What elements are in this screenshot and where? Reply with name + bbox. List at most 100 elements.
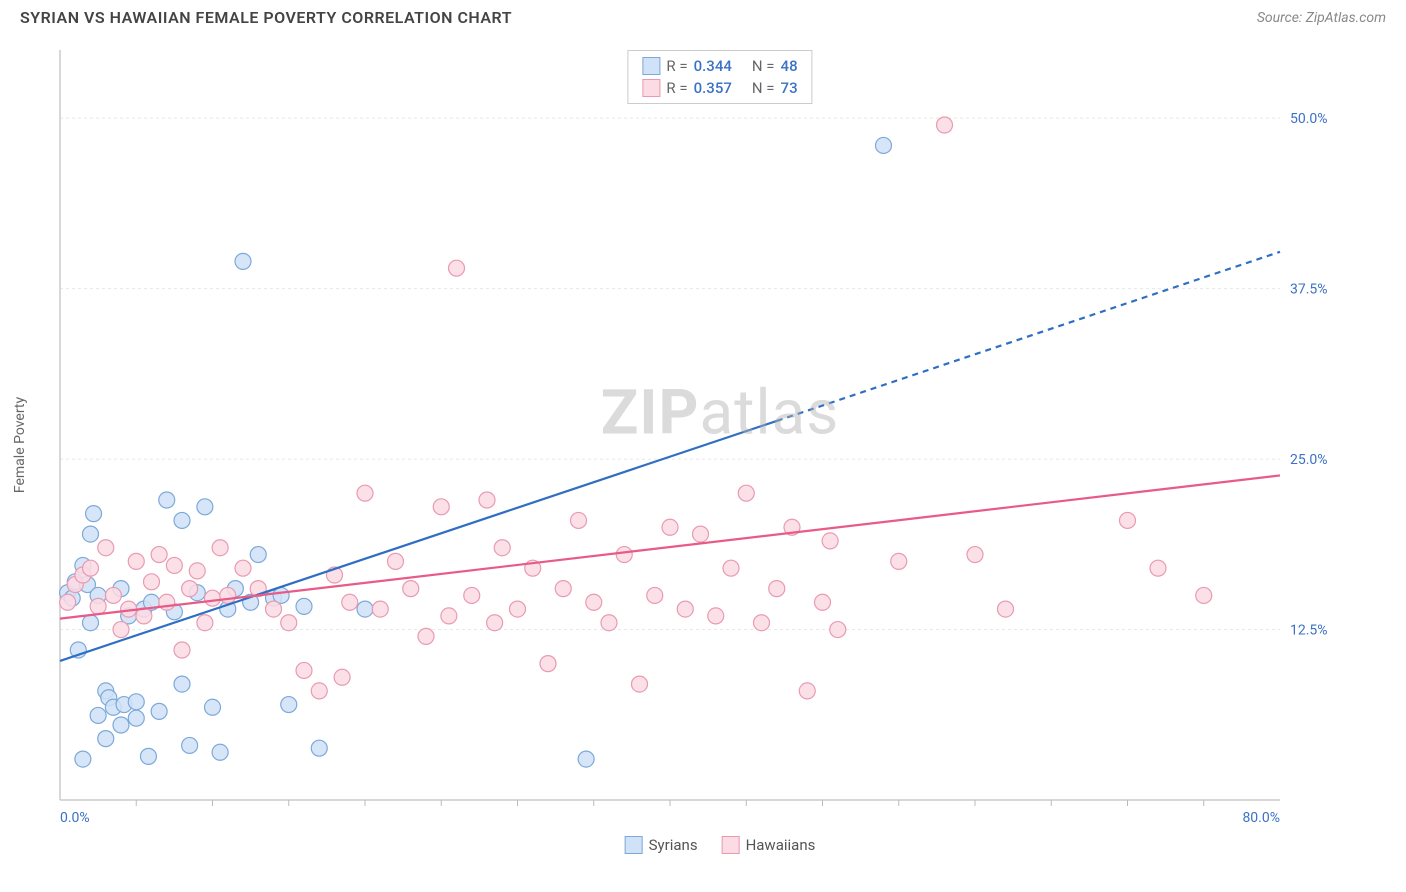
data-point [220, 587, 236, 603]
data-point [937, 117, 953, 133]
data-point [586, 594, 602, 610]
legend-r-label: R = [666, 57, 687, 75]
y-axis-label: Female Poverty [12, 397, 28, 493]
data-point [128, 553, 144, 569]
data-point [372, 601, 388, 617]
data-point [388, 553, 404, 569]
data-point [140, 748, 156, 764]
data-point [205, 590, 221, 606]
data-point [311, 683, 327, 699]
data-point [830, 622, 846, 638]
data-point [815, 594, 831, 610]
legend-r-value: 0.344 [694, 57, 732, 75]
data-point [357, 601, 373, 617]
data-point [510, 601, 526, 617]
y-tick-label: 12.5% [1290, 623, 1328, 639]
y-tick-label: 25.0% [1290, 452, 1328, 468]
data-point [296, 662, 312, 678]
data-point [876, 137, 892, 153]
data-point [174, 676, 190, 692]
data-point [891, 553, 907, 569]
data-point [281, 615, 297, 631]
data-point [90, 707, 106, 723]
data-point [571, 512, 587, 528]
data-point [1150, 560, 1166, 576]
data-point [83, 560, 99, 576]
data-point [174, 642, 190, 658]
data-point [311, 740, 327, 756]
data-point [281, 697, 297, 713]
data-point [632, 676, 648, 692]
data-point [1196, 587, 1212, 603]
legend-r-value: 0.357 [694, 79, 732, 97]
data-point [189, 563, 205, 579]
legend-n-label: N = [752, 57, 775, 75]
data-point [128, 710, 144, 726]
data-point [296, 598, 312, 614]
data-point [555, 581, 571, 597]
data-point [98, 731, 114, 747]
series-name: Hawaiians [746, 836, 816, 854]
source-label: Source: ZipAtlas.com [1257, 10, 1386, 26]
data-point [441, 608, 457, 624]
series-legend-item: Hawaiians [722, 836, 816, 854]
data-point [799, 683, 815, 699]
legend-row: R = 0.357 N = 73 [642, 77, 797, 99]
data-point [418, 628, 434, 644]
legend-row: R = 0.344 N = 48 [642, 55, 797, 77]
data-point [601, 615, 617, 631]
data-point [487, 615, 503, 631]
legend-n-value: 48 [781, 57, 798, 75]
x-max-label: 80.0% [1242, 810, 1280, 826]
data-point [83, 526, 99, 542]
data-point [1120, 512, 1136, 528]
data-point [266, 601, 282, 617]
data-point [151, 703, 167, 719]
data-point [212, 744, 228, 760]
scatter-chart: 12.5%25.0%37.5%50.0%0.0%80.0% [50, 40, 1340, 830]
data-point [433, 499, 449, 515]
data-point [166, 557, 182, 573]
data-point [182, 581, 198, 597]
chart-title: SYRIAN VS HAWAIIAN FEMALE POVERTY CORREL… [20, 8, 512, 27]
data-point [357, 485, 373, 501]
data-point [151, 547, 167, 563]
data-point [334, 669, 350, 685]
data-point [235, 253, 251, 269]
data-point [212, 540, 228, 556]
data-point [144, 574, 160, 590]
data-point [708, 608, 724, 624]
data-point [60, 594, 76, 610]
data-point [197, 499, 213, 515]
legend-swatch [642, 79, 660, 97]
data-point [75, 751, 91, 767]
data-point [250, 547, 266, 563]
legend-n-label: N = [752, 79, 775, 97]
data-point [105, 587, 121, 603]
data-point [540, 656, 556, 672]
trend-line [60, 475, 1280, 618]
data-point [822, 533, 838, 549]
data-point [662, 519, 678, 535]
data-point [86, 506, 102, 522]
data-point [754, 615, 770, 631]
data-point [723, 560, 739, 576]
data-point [738, 485, 754, 501]
data-point [83, 615, 99, 631]
legend-swatch [642, 57, 660, 75]
data-point [90, 598, 106, 614]
data-point [113, 622, 129, 638]
data-point [182, 737, 198, 753]
correlation-legend: R = 0.344 N = 48 R = 0.357 N = 73 [627, 50, 812, 104]
data-point [205, 699, 221, 715]
data-point [464, 587, 480, 603]
trend-line-extrapolated [777, 252, 1280, 421]
x-min-label: 0.0% [60, 810, 90, 826]
data-point [128, 694, 144, 710]
data-point [998, 601, 1014, 617]
data-point [647, 587, 663, 603]
legend-swatch [625, 836, 643, 854]
data-point [197, 615, 213, 631]
data-point [494, 540, 510, 556]
legend-swatch [722, 836, 740, 854]
